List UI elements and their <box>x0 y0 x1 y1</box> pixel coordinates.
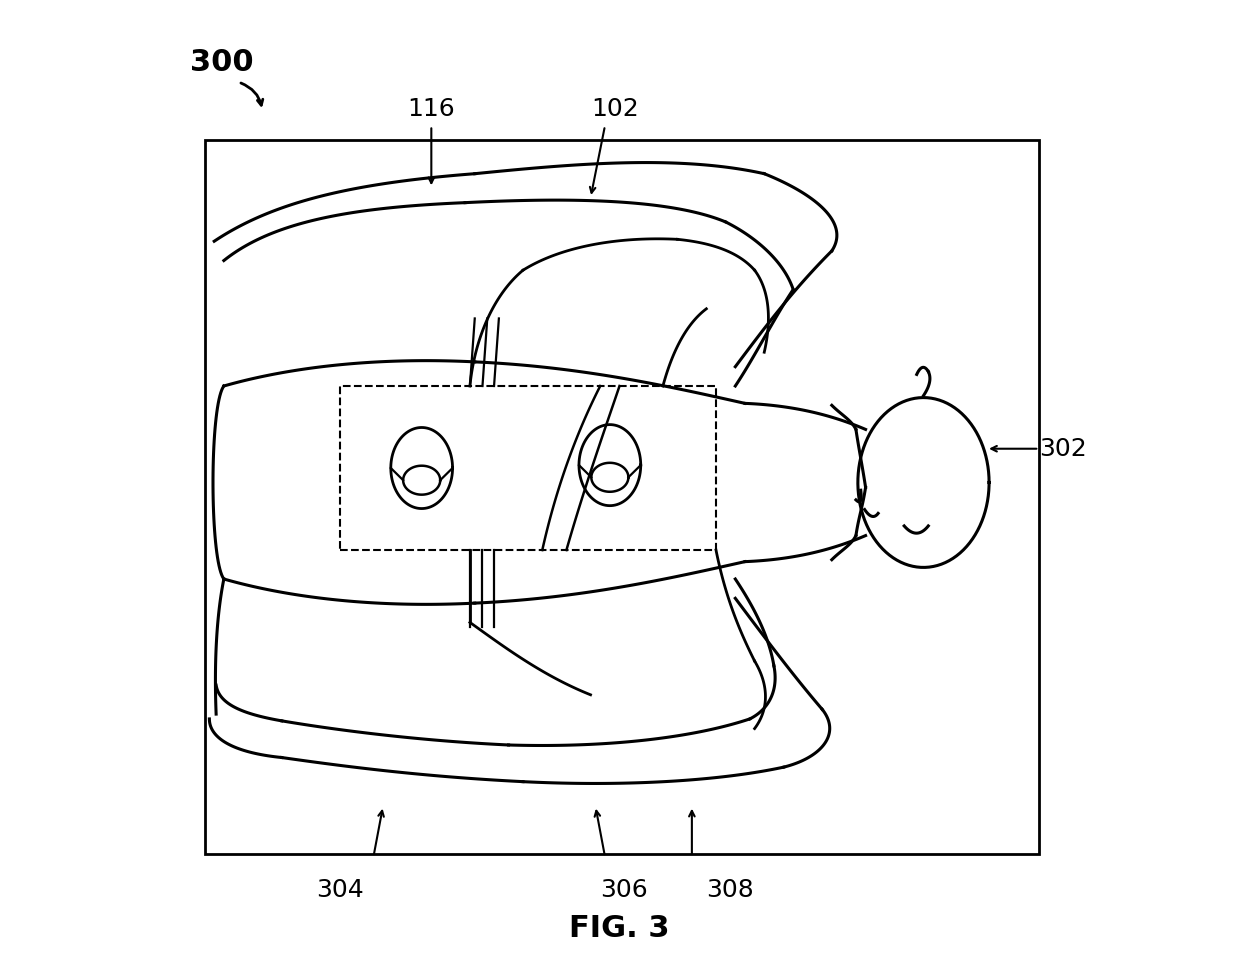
Text: 300: 300 <box>190 48 254 77</box>
Text: 308: 308 <box>706 878 755 902</box>
Bar <box>339 386 716 550</box>
Text: 102: 102 <box>591 96 638 121</box>
Bar <box>204 140 1040 854</box>
Text: 302: 302 <box>1040 437 1087 460</box>
Text: FIG. 3: FIG. 3 <box>569 914 670 943</box>
Text: 116: 116 <box>408 96 455 121</box>
Text: 304: 304 <box>316 878 363 902</box>
Text: 306: 306 <box>601 878 648 902</box>
